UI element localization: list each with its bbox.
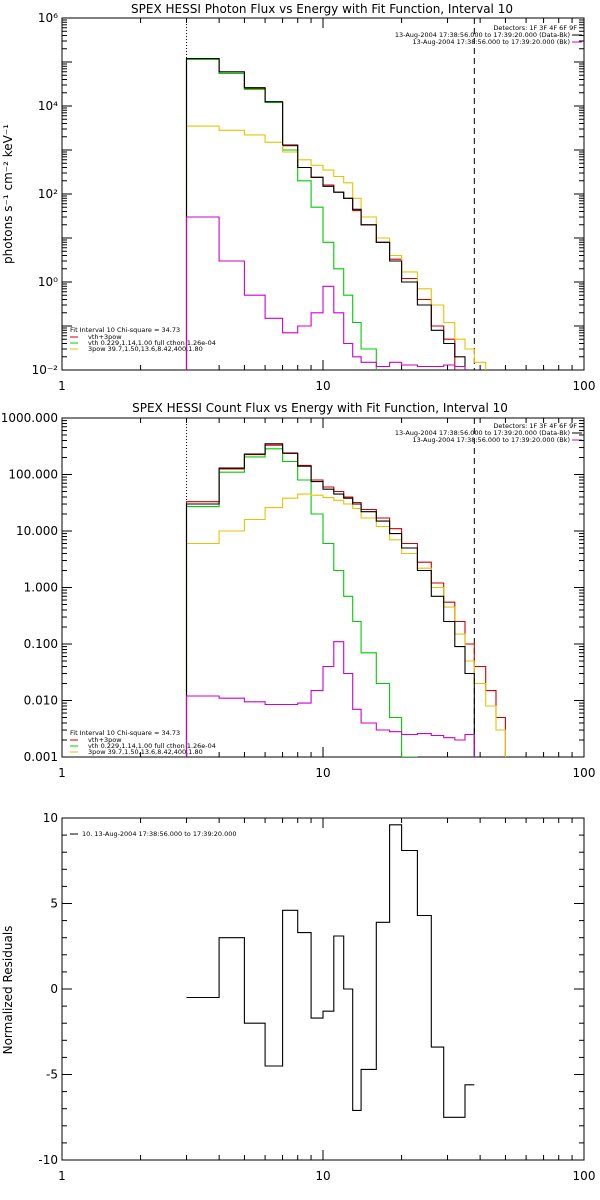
residuals-y-tick-label: -5 [46,1068,58,1082]
power-law-legend-label: 3pow 39.7,1.50,13.6,8.42,400,1.80 [88,345,203,353]
count-x-tick-label: 10 [315,766,330,780]
photon-y-tick-label: 10⁶ [38,11,58,25]
count-series-2 [185,493,506,757]
thermal-legend-label: vth 0.229,1.14,1.00 full cthon 1.26e-04 [88,339,216,347]
total-fit-legend-label: vth+3pow [88,333,122,341]
count-y-tick-label: 1000.000 [1,411,58,425]
thermal-legend-label: vth 0.229,1.14,1.00 full cthon 1.26e-04 [88,742,216,750]
photon-y-axis-label: photons s⁻¹ cm⁻² keV⁻¹ [1,124,15,264]
count-flux-panel: SPEX HESSI Count Flux vs Energy with Fit… [1,401,596,780]
count-y-tick-label: 1.000 [24,581,58,595]
count-series-4 [185,641,475,757]
count-x-tick-label: 100 [573,766,596,780]
residuals-y-axis-label: Normalized Residuals [1,926,15,1055]
photon-y-tick-label: 10⁰ [38,275,58,289]
total-fit-legend-label: vth+3pow [88,736,122,744]
residuals-y-tick-label: 10 [43,811,58,825]
count-y-tick-label: 0.010 [24,694,58,708]
photon-x-tick-label: 10 [315,379,330,393]
residuals-y-tick-label: 0 [50,982,58,996]
photon-x-tick-label: 100 [573,379,596,393]
residuals-legend-label: 10. 13-Aug-2004 17:38:56.000 to 17:39:20… [82,830,237,838]
residuals-x-tick-label: 10 [315,1169,330,1183]
residuals-y-tick-label: 5 [50,897,58,911]
fit-summary-label: Fit Interval 10 Chi-square = 34.73 [70,326,180,334]
count-plot-area [185,443,506,757]
count-y-tick-label: 100.000 [8,468,58,482]
photon-y-tick-label: 10⁻² [32,363,59,377]
count-y-tick-label: 0.001 [24,750,58,764]
count-y-tick-label: 0.100 [24,637,58,651]
bk-interval-label: 13-Aug-2004 17:38:56.000 to 17:39:20.000… [413,38,570,46]
residuals-panel: Normalized Residuals 10. 13-Aug-2004 17:… [1,811,595,1183]
photon-y-tick-label: 10² [38,187,58,201]
photon-series-2 [185,125,487,370]
count-chart-title: SPEX HESSI Count Flux vs Energy with Fit… [132,401,508,415]
power-law-legend-label: 3pow 39.7,1.50,13.6,8.42,400,1.80 [88,748,203,756]
fit-summary-label: Fit Interval 10 Chi-square = 34.73 [70,729,180,737]
count-series-1 [185,448,418,757]
residuals-plot-area [186,824,475,1118]
photon-flux-panel: SPEX HESSI Photon Flux vs Energy with Fi… [1,2,595,393]
data-interval-label: 13-Aug-2004 17:38:56.000 to 17:39:20.000… [395,429,570,437]
count-series-0 [185,444,506,757]
residuals-plot-frame [61,817,585,1161]
count-series-3 [185,443,475,757]
photon-series-3 [185,57,475,370]
count-x-tick-label: 1 [58,766,66,780]
residuals-series-0 [186,824,475,1118]
detectors-label: Detectors: 1F 3F 4F 6F 9F [493,422,577,430]
count-plot-frame [61,417,585,758]
photon-series-0 [185,58,456,370]
photon-x-tick-label: 1 [58,379,66,393]
photon-series-4 [185,216,466,370]
detectors-label: Detectors: 1F 3F 4F 6F 9F [493,24,577,32]
photon-chart-title: SPEX HESSI Photon Flux vs Energy with Fi… [131,2,513,16]
count-y-tick-label: 10.000 [16,524,58,538]
residuals-x-tick-label: 1 [58,1169,66,1183]
residuals-x-tick-label: 100 [573,1169,596,1183]
photon-series-1 [185,58,377,370]
bk-interval-label: 13-Aug-2004 17:38:56.000 to 17:39:20.000… [413,436,570,444]
photon-plot-area [185,57,487,370]
data-interval-label: 13-Aug-2004 17:38:56.000 to 17:39:20.000… [395,31,570,39]
photon-y-tick-label: 10⁴ [38,99,58,113]
photon-plot-frame [61,17,585,371]
residuals-y-tick-label: -10 [38,1153,58,1167]
